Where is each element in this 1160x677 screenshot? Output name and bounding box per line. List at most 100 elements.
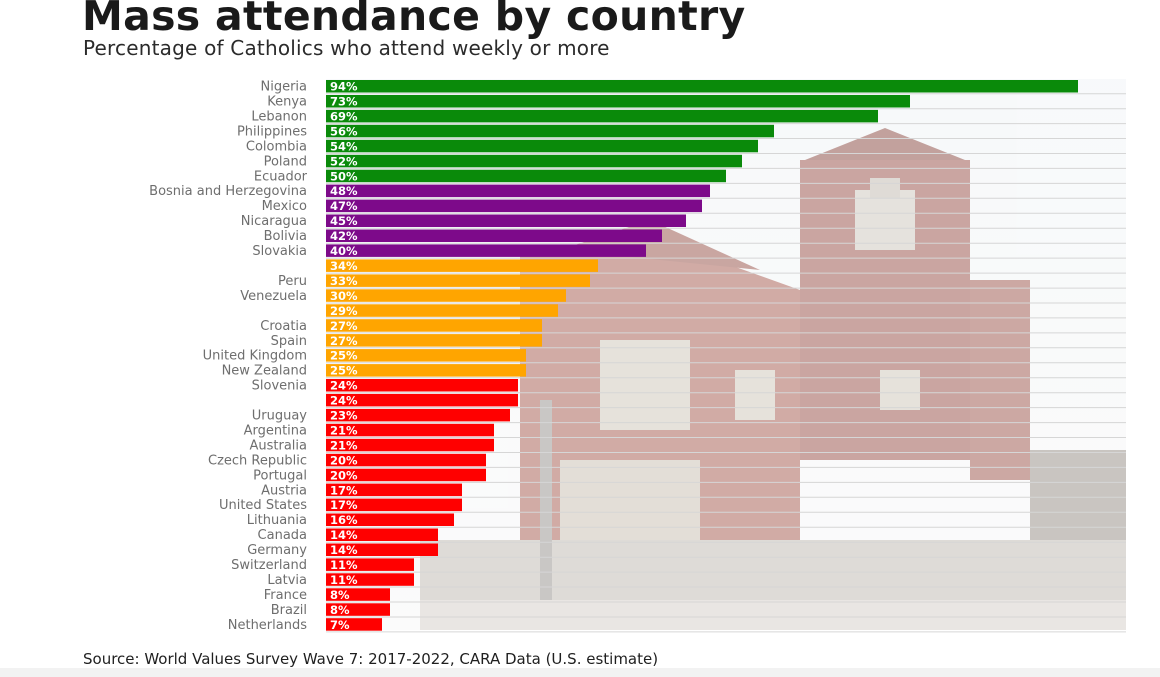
value-label-bolivia: 42% xyxy=(330,229,358,243)
value-label-lebanon: 69% xyxy=(330,110,358,124)
category-label-switzerland: Switzerland xyxy=(231,558,307,573)
value-label-kenya: 73% xyxy=(330,95,358,109)
bar-czech-republic xyxy=(326,453,486,467)
value-label-nigeria: 94% xyxy=(330,80,358,94)
bar-kenya xyxy=(326,95,910,108)
bar-poland xyxy=(326,154,742,168)
value-label-netherlands: 7% xyxy=(330,618,350,632)
value-label-austria: 17% xyxy=(330,483,358,497)
value-label-portugal: 20% xyxy=(330,468,358,482)
grid-lines xyxy=(326,93,1126,633)
bar-united-kingdom xyxy=(326,349,526,362)
category-label-mexico: Mexico xyxy=(262,199,307,214)
bar-slovakia xyxy=(326,244,646,257)
value-label-germany: 14% xyxy=(330,543,358,557)
category-label-poland: Poland xyxy=(264,154,307,169)
category-label-austria: Austria xyxy=(261,483,307,498)
bar-netherlands xyxy=(326,618,382,631)
value-label-row-22: 24% xyxy=(330,394,358,408)
category-label-new-zealand: New Zealand xyxy=(222,364,307,379)
value-label-croatia: 27% xyxy=(330,319,358,333)
value-label-uruguay: 23% xyxy=(330,409,358,423)
category-label-portugal: Portugal xyxy=(253,468,307,483)
category-label-bolivia: Bolivia xyxy=(264,229,307,244)
bar-ecuador xyxy=(326,169,726,183)
category-label-bosnia-and-herzegovina: Bosnia and Herzegovina xyxy=(149,184,307,199)
bar-australia xyxy=(326,438,494,452)
bar-nicaragua xyxy=(326,214,686,227)
value-label-nicaragua: 45% xyxy=(330,214,358,228)
bar-lithuania xyxy=(326,513,454,526)
value-label-brazil: 8% xyxy=(330,603,350,617)
category-label-canada: Canada xyxy=(258,528,307,543)
value-label-bosnia-and-herzegovina: 48% xyxy=(330,184,358,198)
bar-germany xyxy=(326,543,438,556)
value-label-czech-republic: 20% xyxy=(330,453,358,467)
category-label-venezuela: Venezuela xyxy=(240,289,307,304)
category-label-kenya: Kenya xyxy=(267,95,307,110)
category-label-philippines: Philippines xyxy=(237,124,307,139)
bar-france xyxy=(326,588,390,601)
value-label-united-states: 17% xyxy=(330,498,358,512)
value-label-slovenia: 24% xyxy=(330,379,358,393)
bar-colombia xyxy=(326,139,758,153)
bar-canada xyxy=(326,528,438,541)
category-label-croatia: Croatia xyxy=(260,319,307,334)
bar-row-22 xyxy=(326,393,518,407)
value-label-france: 8% xyxy=(330,588,350,602)
category-label-argentina: Argentina xyxy=(244,423,307,438)
bar-philippines xyxy=(326,124,774,138)
category-label-spain: Spain xyxy=(271,334,307,349)
bar-croatia xyxy=(326,319,542,332)
category-label-colombia: Colombia xyxy=(246,139,307,154)
value-label-latvia: 11% xyxy=(330,573,358,587)
value-label-poland: 52% xyxy=(330,154,358,168)
bar-lebanon xyxy=(326,109,878,123)
bar-peru xyxy=(326,274,590,287)
value-label-united-kingdom: 25% xyxy=(330,349,358,363)
category-label-australia: Australia xyxy=(249,438,307,453)
value-label-row-16: 29% xyxy=(330,304,358,318)
bottom-strip xyxy=(0,668,1160,677)
bar-brazil xyxy=(326,603,390,616)
category-label-slovakia: Slovakia xyxy=(252,244,307,259)
bar-bosnia-and-herzegovina xyxy=(326,184,710,198)
value-label-spain: 27% xyxy=(330,334,358,348)
category-label-lithuania: Lithuania xyxy=(247,513,307,528)
value-label-philippines: 56% xyxy=(330,124,358,138)
bar-venezuela xyxy=(326,289,566,302)
chart-subtitle: Percentage of Catholics who attend weekl… xyxy=(83,36,610,60)
value-label-switzerland: 11% xyxy=(330,558,358,572)
value-label-mexico: 47% xyxy=(330,199,358,213)
bar-united-states xyxy=(326,498,462,512)
category-label-lebanon: Lebanon xyxy=(251,110,307,125)
category-label-brazil: Brazil xyxy=(271,603,307,618)
category-label-nicaragua: Nicaragua xyxy=(241,214,307,229)
value-label-australia: 21% xyxy=(330,438,358,452)
bar-uruguay xyxy=(326,408,510,422)
category-label-united-kingdom: United Kingdom xyxy=(203,349,307,364)
category-label-ecuador: Ecuador xyxy=(254,169,308,184)
bar-mexico xyxy=(326,199,702,213)
value-label-slovakia: 40% xyxy=(330,244,358,258)
value-label-canada: 14% xyxy=(330,528,358,542)
value-labels: 94%73%69%56%54%52%50%48%47%45%42%40%34%3… xyxy=(330,80,358,632)
bars-group xyxy=(326,80,1078,631)
bar-spain xyxy=(326,334,542,347)
bar-row-16 xyxy=(326,304,558,317)
category-label-latvia: Latvia xyxy=(267,573,307,588)
category-label-france: France xyxy=(264,588,307,603)
bar-latvia xyxy=(326,573,414,586)
value-label-new-zealand: 25% xyxy=(330,364,358,378)
bar-bolivia xyxy=(326,229,662,242)
value-label-argentina: 21% xyxy=(330,423,358,437)
category-label-czech-republic: Czech Republic xyxy=(208,453,307,468)
value-label-peru: 33% xyxy=(330,274,358,288)
value-label-ecuador: 50% xyxy=(330,169,358,183)
value-label-row-13: 34% xyxy=(330,259,358,273)
bar-nigeria xyxy=(326,80,1078,93)
bar-portugal xyxy=(326,468,486,482)
value-label-venezuela: 30% xyxy=(330,289,358,303)
bar-austria xyxy=(326,483,462,497)
value-label-lithuania: 16% xyxy=(330,513,358,527)
